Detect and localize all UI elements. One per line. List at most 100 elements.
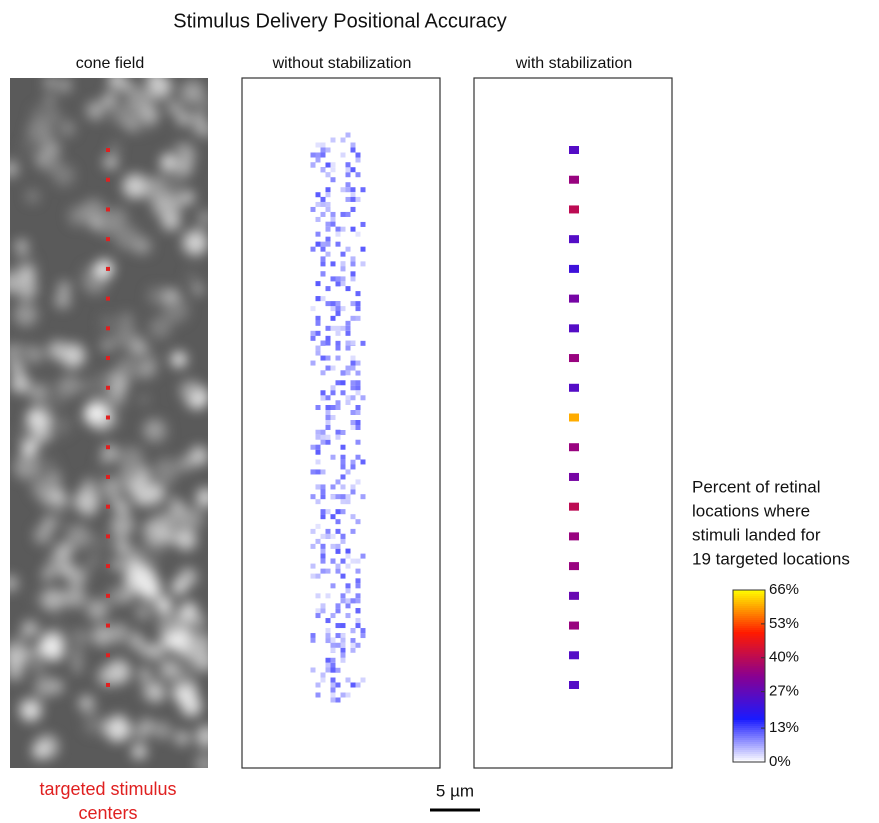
scatter-cell (340, 152, 346, 158)
scatter-cell (325, 593, 331, 599)
scatter-cell (340, 276, 346, 282)
scatter-cell (340, 484, 346, 490)
scatter-cell (325, 434, 331, 440)
colorbar-strip (733, 616, 765, 619)
scatter-cell (345, 494, 351, 500)
scatter-cell (345, 211, 351, 217)
scatter-cell (330, 667, 336, 673)
scatter-cell (330, 385, 336, 391)
scatter-cell (310, 637, 316, 643)
scatter-cell (315, 459, 321, 465)
colorbar-strip (733, 716, 765, 719)
scatter-cell (345, 345, 351, 351)
cone (26, 407, 50, 432)
colorbar-strip (733, 688, 765, 691)
scatter-cell (330, 306, 336, 312)
heat-cell (569, 681, 579, 689)
scatter-cell (350, 226, 356, 232)
scatter-cell (360, 221, 366, 227)
scatter-cell (330, 301, 336, 307)
cone (147, 286, 166, 306)
scatter-cell (335, 434, 341, 440)
scatter-cell (350, 558, 356, 564)
scatter-cell (335, 310, 341, 316)
cone (47, 552, 70, 575)
colorbar-frame (732, 589, 766, 763)
cone (52, 493, 69, 510)
colorbar-strip (733, 730, 765, 733)
cone (180, 80, 205, 105)
cone (35, 457, 57, 480)
scatter-cell (355, 291, 361, 297)
colorbar-strip (733, 718, 765, 721)
scatter-cell (325, 420, 331, 425)
scatter-cell (345, 167, 351, 173)
cone (106, 78, 126, 98)
scatter-cell (335, 325, 341, 331)
heat-cell (569, 205, 579, 214)
scatter-cell (355, 410, 361, 415)
scatter-cell (340, 642, 346, 648)
scatter-cell (335, 479, 341, 485)
cone (17, 279, 34, 296)
colorbar-strip (733, 624, 765, 627)
colorbar-strip (733, 652, 765, 655)
cone (155, 596, 173, 614)
colorbar-strip (733, 610, 765, 613)
scatter-cell (350, 380, 356, 386)
cone (100, 338, 114, 352)
scatter-cell (350, 191, 356, 197)
scatter-cell (335, 603, 341, 609)
cone (43, 94, 57, 107)
colorbar-strip (733, 714, 765, 717)
cone (140, 176, 166, 201)
colorbar-strip (733, 598, 765, 601)
cone (31, 478, 52, 499)
scatter-cell (350, 484, 356, 490)
target-dot (106, 148, 110, 152)
target-dot (106, 207, 110, 212)
colorbar-strip (733, 622, 765, 625)
heat-cell (569, 472, 579, 481)
cone (65, 524, 91, 549)
cone (170, 351, 187, 368)
scatter-cell (315, 434, 321, 440)
cone (41, 568, 54, 581)
scatter-cell (320, 548, 326, 554)
scatter-cell (340, 558, 346, 564)
cone (43, 140, 61, 158)
scatter-cell (320, 370, 326, 376)
cone (127, 87, 153, 113)
scatter-cell (335, 568, 341, 574)
cone (138, 394, 149, 405)
colorbar-strip (733, 662, 765, 665)
scatter-cell (350, 206, 356, 212)
cone (95, 259, 114, 278)
scatter-cell (355, 583, 361, 589)
scatter-cell (320, 543, 326, 549)
scatter-cell (350, 256, 356, 262)
cone (109, 142, 121, 153)
scatter-cell (350, 340, 356, 346)
cone (145, 78, 164, 88)
scatter-cell (315, 241, 321, 247)
heat-cell (569, 146, 579, 154)
scatter-cell (325, 221, 331, 227)
scatter-cell (330, 276, 336, 282)
colorbar-strip (733, 658, 765, 661)
colorbar-title: stimuli landed for (692, 525, 821, 544)
scatter-cell (325, 638, 331, 644)
scatter-cell (340, 499, 346, 505)
heat-cell (569, 324, 579, 333)
scatter-cell (320, 241, 326, 247)
cone (114, 225, 139, 250)
cone (31, 659, 45, 673)
cone (113, 325, 139, 350)
scatter-cell (320, 514, 326, 520)
cone (179, 379, 201, 402)
scatter-cell (355, 315, 361, 321)
scatter-cell (345, 370, 351, 376)
colorbar-strip (733, 608, 765, 611)
scatter-cell (345, 246, 351, 252)
scatter-cell (360, 261, 366, 267)
